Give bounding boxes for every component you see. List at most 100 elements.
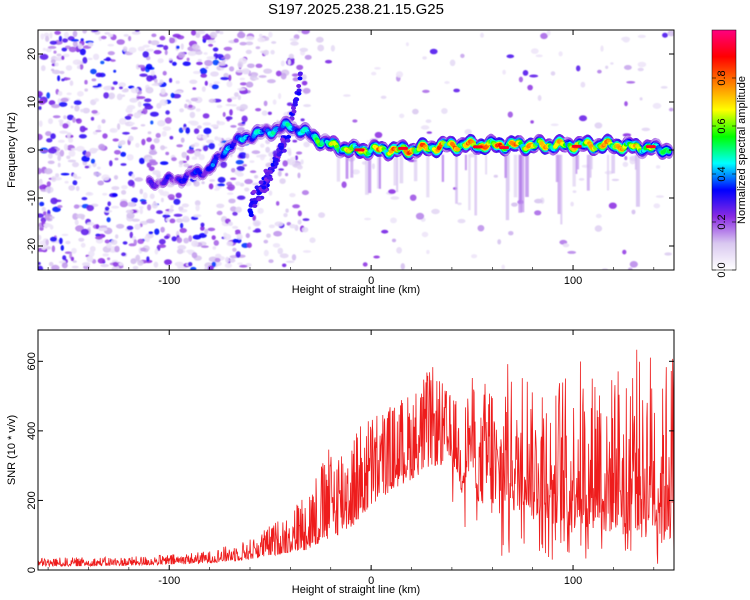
noise-blob — [61, 47, 68, 52]
noise-blob — [45, 47, 52, 53]
noise-blob — [130, 258, 137, 265]
noise-blob — [89, 246, 96, 252]
noise-blob — [63, 143, 68, 151]
noise-blob — [106, 217, 111, 223]
colorbar-tick-label: 0.0 — [716, 262, 728, 277]
noise-blob — [185, 127, 190, 134]
noise-blob — [529, 74, 539, 78]
noise-blob — [178, 51, 186, 59]
noise-blob — [192, 234, 202, 240]
noise-blob — [232, 247, 237, 252]
noise-blob — [115, 223, 125, 229]
noise-blob — [315, 36, 324, 43]
track-peak — [571, 144, 582, 148]
noise-blob — [81, 155, 90, 163]
noise-blob — [301, 80, 308, 86]
noise-blob — [48, 261, 54, 267]
noise-blob — [263, 100, 268, 107]
noise-blob — [164, 49, 168, 56]
noise-blob — [183, 163, 190, 168]
noise-blob — [178, 164, 183, 168]
noise-blob — [82, 150, 87, 156]
noise-blob — [239, 182, 245, 187]
noise-blob — [39, 53, 49, 60]
noise-blob — [86, 255, 94, 263]
noise-blob — [128, 135, 134, 142]
noise-blob — [47, 45, 57, 49]
noise-blob — [59, 149, 65, 157]
noise-blob — [57, 154, 62, 162]
noise-blob — [217, 137, 222, 142]
noise-blob — [97, 83, 102, 88]
track-blob — [210, 163, 216, 167]
noise-blob — [39, 201, 45, 207]
noise-blob — [104, 206, 110, 211]
noise-blob — [182, 61, 191, 66]
noise-blob — [212, 246, 217, 250]
noise-blob — [131, 31, 141, 35]
noise-blob — [160, 88, 166, 95]
noise-blob — [84, 79, 88, 85]
noise-blob — [317, 44, 325, 52]
noise-blob — [252, 182, 260, 186]
noise-blob — [129, 231, 133, 239]
noise-blob — [301, 190, 309, 196]
noise-blob — [200, 73, 207, 78]
noise-blob — [211, 235, 216, 241]
noise-blob — [239, 82, 248, 86]
noise-blob — [126, 225, 134, 231]
noise-blob — [600, 45, 604, 52]
noise-blob — [90, 68, 97, 75]
noise-blob — [164, 211, 170, 215]
noise-blob — [215, 30, 220, 34]
noise-blob — [114, 150, 121, 155]
noise-blob — [594, 225, 603, 232]
noise-blob — [118, 118, 127, 125]
noise-blob — [187, 183, 192, 186]
noise-blob — [112, 261, 119, 267]
noise-blob — [297, 219, 302, 225]
noise-blob — [219, 31, 224, 35]
noise-blob — [297, 30, 302, 33]
noise-blob — [192, 49, 201, 52]
colorbar-tick-label: 0.4 — [716, 166, 728, 181]
noise-blob — [245, 41, 254, 46]
noise-blob — [70, 148, 78, 151]
noise-blob — [343, 94, 351, 97]
noise-blob — [309, 237, 316, 243]
noise-blob — [172, 61, 177, 66]
noise-blob — [422, 56, 427, 60]
noise-blob — [208, 98, 216, 103]
noise-blob — [100, 227, 108, 232]
noise-blob — [652, 102, 662, 109]
noise-blob — [200, 222, 205, 227]
noise-blob — [508, 231, 514, 236]
noise-blob — [146, 75, 153, 82]
noise-blob — [273, 230, 282, 237]
noise-blob — [52, 69, 61, 75]
y-tick-label: -20 — [26, 238, 38, 254]
noise-blob — [157, 58, 164, 64]
noise-blob — [102, 192, 108, 196]
noise-blob — [291, 254, 297, 261]
noise-blob — [188, 262, 193, 267]
noise-blob — [233, 38, 239, 43]
noise-blob — [220, 76, 230, 81]
noise-blob — [653, 203, 661, 209]
noise-blob — [223, 46, 233, 51]
noise-blob — [105, 57, 111, 62]
noise-blob — [203, 127, 212, 135]
noise-blob — [121, 252, 127, 257]
noise-blob — [150, 144, 155, 151]
noise-blob — [279, 178, 286, 185]
noise-blob — [204, 80, 208, 86]
noise-blob — [234, 169, 242, 176]
noise-blob — [214, 136, 219, 141]
noise-blob — [214, 188, 220, 191]
noise-blob — [73, 100, 82, 106]
noise-blob — [629, 261, 638, 268]
noise-blob — [176, 237, 183, 244]
noise-blob — [148, 231, 154, 235]
noise-blob — [204, 59, 213, 67]
